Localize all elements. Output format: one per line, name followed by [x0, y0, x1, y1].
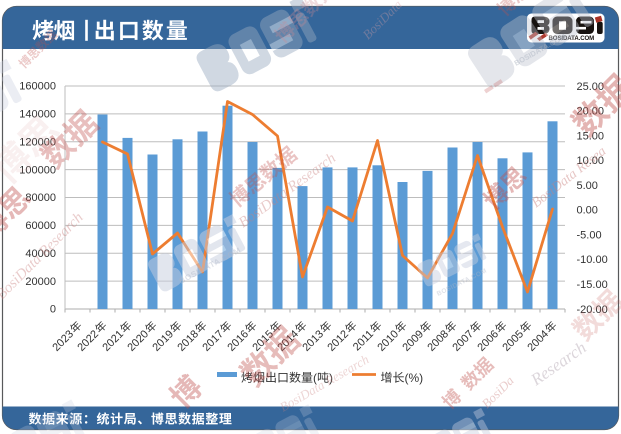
svg-text:): ) — [329, 371, 333, 385]
svg-text:140000: 140000 — [19, 109, 56, 121]
svg-text:100000: 100000 — [19, 164, 56, 176]
svg-text:-10.00: -10.00 — [577, 254, 608, 266]
svg-text:40000: 40000 — [25, 248, 56, 260]
svg-text:BOSIDATA.COM: BOSIDATA.COM — [549, 35, 595, 42]
svg-text:-15.00: -15.00 — [577, 279, 608, 291]
svg-text:10.00: 10.00 — [577, 155, 605, 167]
svg-text:-5.00: -5.00 — [577, 230, 602, 242]
svg-text:0: 0 — [50, 304, 56, 316]
svg-text:20000: 20000 — [25, 276, 56, 288]
svg-text:160000: 160000 — [19, 81, 56, 93]
svg-text:80000: 80000 — [25, 192, 56, 204]
svg-text:60000: 60000 — [25, 220, 56, 232]
svg-text:5.00: 5.00 — [577, 180, 598, 192]
svg-text:(: ( — [313, 371, 317, 385]
svg-text:(%): (%) — [405, 371, 424, 385]
svg-text:0.00: 0.00 — [577, 205, 598, 217]
